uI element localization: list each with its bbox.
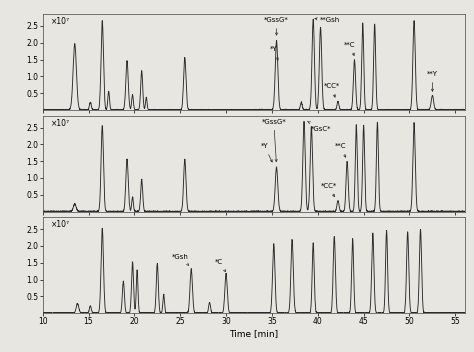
Text: *GsC*: *GsC* [308,121,331,132]
Text: *Y: *Y [261,143,272,162]
Text: *Y: *Y [270,46,278,60]
Text: ×10⁷: ×10⁷ [51,17,70,26]
X-axis label: Time [min]: Time [min] [229,329,278,338]
Text: **Gsh: **Gsh [315,17,340,23]
Text: *CC*: *CC* [323,83,340,97]
Text: *GssG*: *GssG* [261,119,286,162]
Text: *GssG*: *GssG* [264,17,289,35]
Text: **C: **C [335,143,346,157]
Text: ×10⁷: ×10⁷ [51,119,70,128]
Text: **Y: **Y [427,71,438,91]
Text: *Gsh: *Gsh [172,254,189,265]
Text: **C: **C [344,42,356,56]
Text: *CC*: *CC* [321,183,337,197]
Text: ×10⁷: ×10⁷ [51,220,70,229]
Text: *C: *C [215,259,226,272]
